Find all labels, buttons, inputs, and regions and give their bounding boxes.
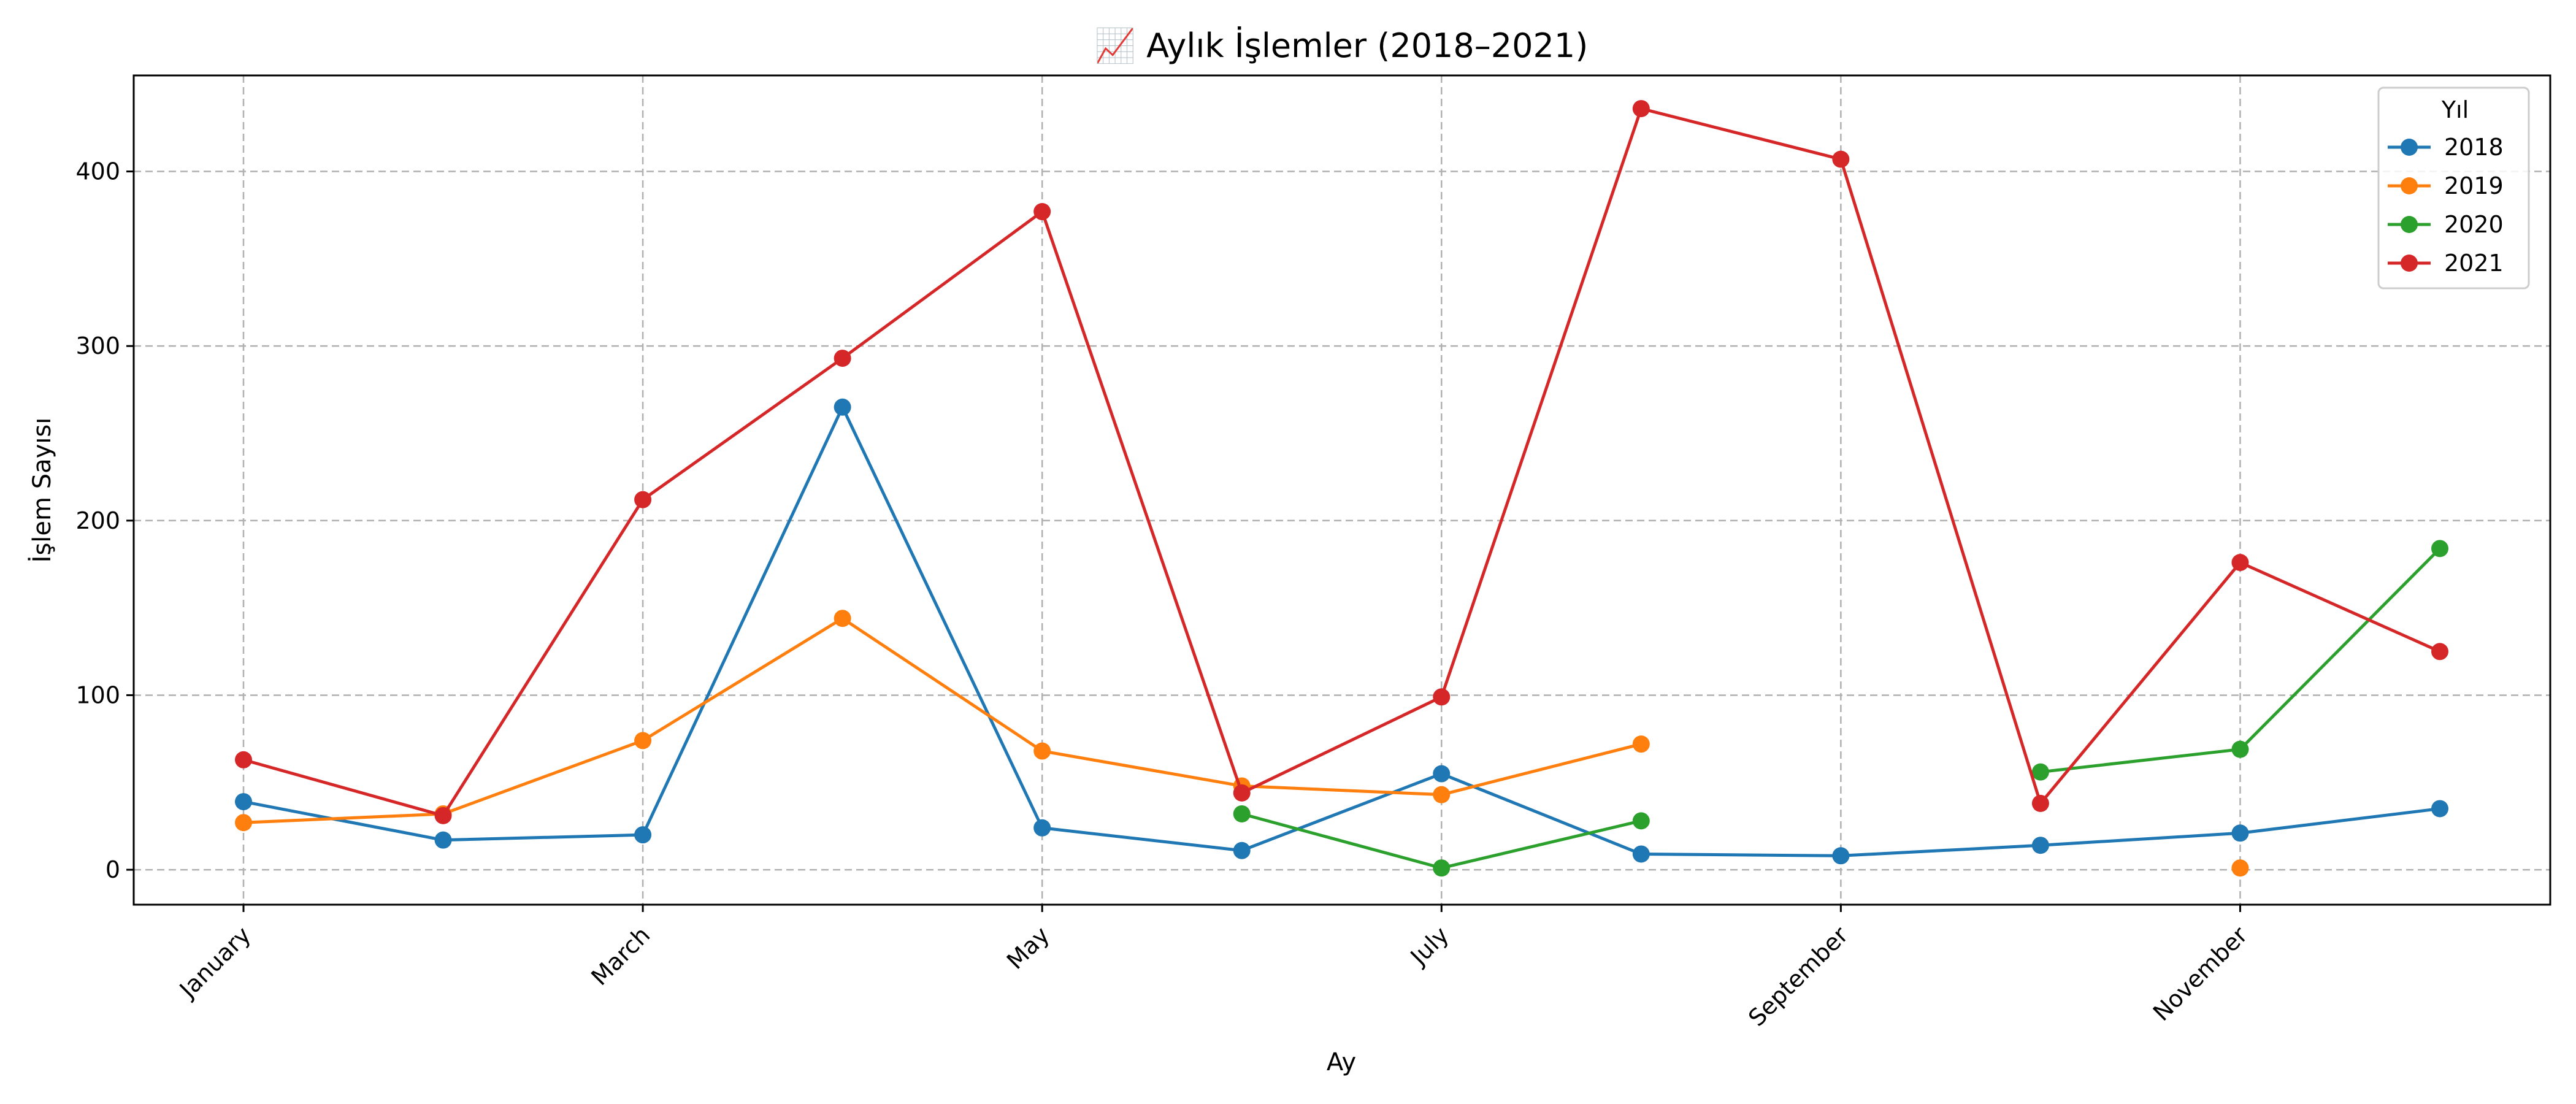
legend-item-2018: 2018 — [2388, 134, 2504, 161]
legend-box — [2377, 86, 2530, 289]
x-tick-label: January — [174, 921, 256, 1003]
data-point — [434, 831, 452, 849]
data-point — [1433, 688, 1451, 706]
plot-frame — [132, 74, 2551, 906]
legend-item-2021: 2021 — [2388, 250, 2504, 277]
series-group — [235, 100, 2448, 877]
series-line — [243, 616, 1642, 824]
legend: Yıl 2018 2019 2020 2021 — [2377, 86, 2530, 289]
x-tick-label: November — [2148, 921, 2253, 1026]
data-point — [834, 350, 851, 367]
data-point — [834, 398, 851, 416]
x-tick-label: March — [586, 921, 655, 991]
series-2021 — [235, 100, 2448, 824]
data-point — [1433, 765, 1451, 783]
data-point — [1632, 735, 1650, 753]
x-tick-label: September — [1743, 921, 1853, 1032]
data-point — [2431, 643, 2448, 661]
legend-label: 2020 — [2444, 211, 2504, 238]
data-point — [2431, 800, 2448, 818]
data-point — [2031, 794, 2049, 812]
data-point — [235, 751, 252, 769]
legend-marker — [2401, 177, 2418, 194]
data-point — [1433, 859, 1451, 877]
data-point — [634, 491, 652, 508]
legend-item-2020: 2020 — [2388, 211, 2504, 238]
y-tick-label: 0 — [105, 856, 120, 883]
y-tick-label: 100 — [75, 681, 120, 708]
data-point — [2231, 824, 2249, 842]
data-point — [1033, 203, 1051, 221]
legend-label: 2018 — [2444, 134, 2504, 161]
data-point — [1233, 841, 1251, 859]
x-axis-label: Ay — [1327, 1048, 1356, 1076]
x-tick-label: July — [1405, 921, 1454, 971]
data-point — [1033, 742, 1051, 760]
chart-title: 📈 Aylık İşlemler (2018–2021) — [1095, 26, 1589, 65]
grid-lines — [134, 75, 2550, 905]
y-tick-label: 200 — [75, 507, 120, 534]
data-point — [2031, 763, 2049, 781]
data-point — [2231, 859, 2249, 877]
legend-marker — [2401, 255, 2418, 272]
data-point — [634, 732, 652, 749]
data-point — [1233, 784, 1251, 802]
axis-ticks: 0 100 200 300 400 January March May July Septembe… — [75, 158, 2253, 1032]
y-axis-label: İşlem Sayısı — [27, 418, 56, 563]
x-tick-label: May — [1002, 921, 1055, 975]
data-point — [634, 826, 652, 844]
data-point — [2031, 837, 2049, 854]
data-point — [434, 807, 452, 824]
legend-marker — [2401, 216, 2418, 233]
data-point — [2231, 740, 2249, 758]
data-point — [1433, 786, 1451, 803]
series-2020 — [1233, 540, 2448, 877]
data-point — [1632, 100, 1650, 118]
data-point — [834, 610, 851, 627]
series-line — [243, 405, 2440, 857]
data-point — [1632, 845, 1650, 863]
series-2018 — [235, 398, 2448, 865]
data-point — [235, 814, 252, 832]
data-point — [235, 793, 252, 811]
y-tick-label: 400 — [75, 158, 120, 185]
legend-title: Yıl — [2441, 96, 2469, 123]
legend-item-2019: 2019 — [2388, 172, 2504, 199]
legend-marker — [2401, 139, 2418, 156]
y-tick-label: 300 — [75, 332, 120, 359]
legend-label: 2019 — [2444, 172, 2504, 199]
data-point — [1832, 150, 1850, 168]
legend-items: 2018 2019 2020 2021 — [2388, 134, 2504, 277]
series-line — [243, 107, 2441, 818]
data-point — [2231, 554, 2249, 572]
data-point — [1233, 805, 1251, 822]
data-point — [1632, 812, 1650, 830]
data-point — [1033, 819, 1051, 837]
legend-label: 2021 — [2444, 250, 2504, 277]
data-point — [1832, 847, 1850, 865]
data-point — [2431, 540, 2448, 558]
